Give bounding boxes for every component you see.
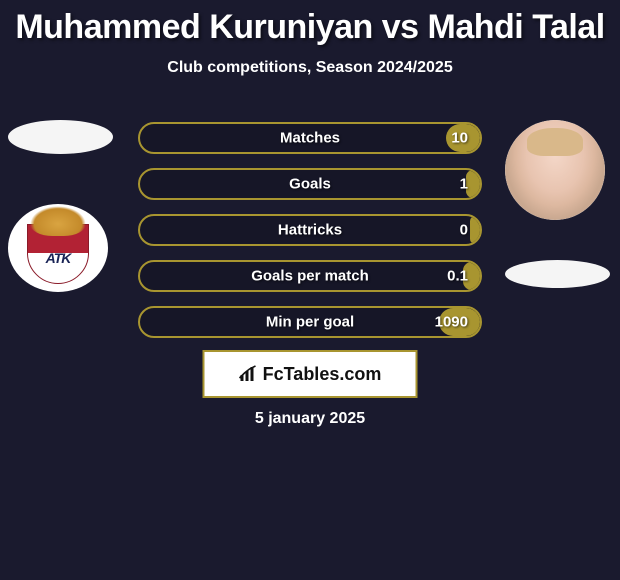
stat-label: Goals [289, 176, 331, 193]
brand-text: FcTables.com [263, 364, 382, 385]
stat-value-right: 1090 [435, 314, 468, 331]
stat-label: Hattricks [278, 222, 342, 239]
left-player-avatar-placeholder [8, 120, 113, 154]
stat-row-hattricks: Hattricks 0 [138, 214, 482, 246]
stat-label: Matches [280, 130, 340, 147]
player-face-art [505, 120, 605, 220]
stat-row-goals-per-match: Goals per match 0.1 [138, 260, 482, 292]
right-player-avatar [505, 120, 605, 220]
stat-label: Min per goal [266, 314, 354, 331]
right-player-column [505, 120, 610, 288]
stat-row-min-per-goal: Min per goal 1090 [138, 306, 482, 338]
stat-value-right: 0 [460, 222, 468, 239]
header: Muhammed Kuruniyan vs Mahdi Talal Club c… [0, 0, 620, 77]
stat-fill [466, 170, 480, 198]
stat-value-right: 10 [451, 130, 468, 147]
right-club-placeholder [505, 260, 610, 288]
brand-box[interactable]: FcTables.com [203, 350, 418, 398]
stat-value-right: 0.1 [447, 268, 468, 285]
stat-label: Goals per match [251, 268, 369, 285]
stat-row-matches: Matches 10 [138, 122, 482, 154]
left-player-column: ATK [8, 120, 113, 292]
bar-chart-icon [239, 365, 259, 383]
left-club-badge: ATK [8, 204, 108, 292]
club-text: ATK [22, 250, 94, 266]
stat-fill [470, 216, 480, 244]
stat-bars: Matches 10 Goals 1 Hattricks 0 Goals per… [138, 122, 482, 352]
club-eagle-shape [30, 206, 86, 236]
date-text: 5 january 2025 [0, 410, 620, 428]
stat-row-goals: Goals 1 [138, 168, 482, 200]
club-badge-art: ATK [22, 212, 94, 284]
page-title: Muhammed Kuruniyan vs Mahdi Talal [0, 8, 620, 47]
stat-value-right: 1 [460, 176, 468, 193]
page-subtitle: Club competitions, Season 2024/2025 [0, 59, 620, 77]
